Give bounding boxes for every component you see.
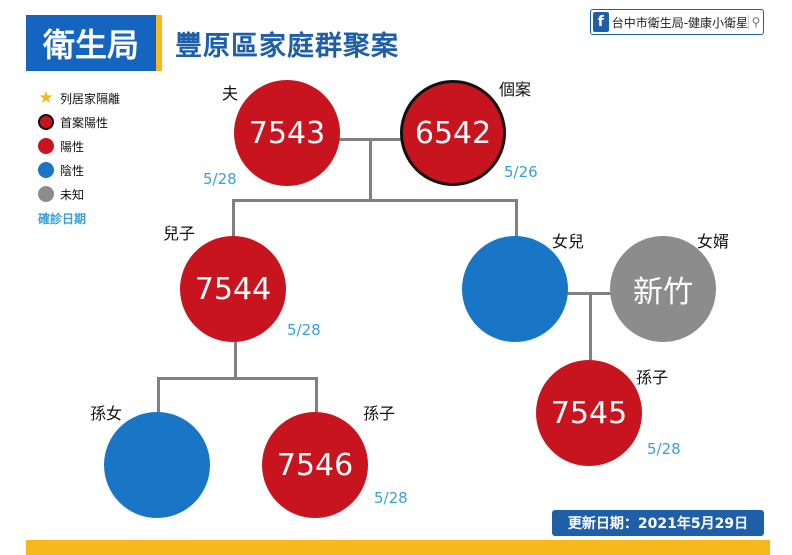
legend-item-unknown: 未知 <box>38 182 120 206</box>
update-date-badge: 更新日期：2021年5月29日 <box>552 510 764 536</box>
diagnosis-date-index: 5/26 <box>504 163 538 181</box>
diagnosis-date-grandson-b: 5/28 <box>647 440 681 458</box>
grandson-drop-line <box>589 294 592 360</box>
parent-drop-line <box>369 140 372 200</box>
legend-item-negative: 陰性 <box>38 158 120 182</box>
page-title: 豐原區家庭群聚案 <box>175 31 399 62</box>
grandson-a-drop-line <box>315 378 318 412</box>
relation-label-son: 兒子 <box>163 224 196 243</box>
case-node-son-in-law: 新竹 <box>610 236 716 342</box>
legend-diagnosis-date: 確診日期 <box>38 212 87 226</box>
diagnosis-date-grandson-a: 5/28 <box>374 489 408 507</box>
relation-label-granddaughter: 孫女 <box>90 404 123 423</box>
relation-label-grandson-a: 孫子 <box>363 404 396 423</box>
facebook-page-name: 台中市衛生局-健康小衛星 <box>611 15 749 30</box>
search-icon[interactable]: ⚲ <box>748 15 763 29</box>
daughter-couple-connector <box>567 292 611 295</box>
diagnosis-date-son: 5/28 <box>287 321 321 339</box>
legend-label: 首案陽性 <box>60 115 109 130</box>
legend-label: 未知 <box>60 187 85 202</box>
legend-item-index-positive: 首案陽性 <box>38 110 120 134</box>
children-bar <box>232 199 518 202</box>
unknown-dot-icon <box>38 186 54 202</box>
case-node-daughter <box>462 236 568 342</box>
son-children-drop-line <box>234 340 237 378</box>
legend-label: 陰性 <box>60 163 85 178</box>
case-node-grandson-b: 7545 <box>536 360 642 466</box>
legend-label: 列居家隔離 <box>60 91 121 106</box>
case-node-grandson-a: 7546 <box>262 412 368 518</box>
diagnosis-date-husband: 5/28 <box>203 170 237 188</box>
index-positive-dot-icon <box>38 114 54 130</box>
daughter-drop-line <box>515 200 518 238</box>
relation-label-husband: 夫 <box>222 84 239 103</box>
case-node-index: 6542 <box>400 80 506 186</box>
relation-label-index: 個案 <box>499 80 532 99</box>
legend: ★ 列居家隔離 首案陽性 陽性 陰性 未知 確診日期 <box>38 86 120 227</box>
negative-dot-icon <box>38 162 54 178</box>
legend-item-home-isolation: ★ 列居家隔離 <box>38 86 120 110</box>
couple-connector <box>338 138 402 141</box>
relation-label-son-in-law: 女婿 <box>697 232 730 251</box>
badge-accent-bar <box>156 15 162 71</box>
son-children-bar <box>157 377 318 380</box>
legend-label: 陽性 <box>60 139 85 154</box>
case-node-granddaughter <box>104 412 210 518</box>
star-icon: ★ <box>38 88 54 108</box>
granddaughter-drop-line <box>157 378 160 412</box>
son-drop-line <box>232 200 235 238</box>
case-node-son: 7544 <box>180 236 286 342</box>
department-badge: 衛生局 <box>26 15 156 71</box>
case-node-husband: 7543 <box>234 80 340 186</box>
legend-item-positive: 陽性 <box>38 134 120 158</box>
relation-label-grandson-b: 孫子 <box>636 368 669 387</box>
relation-label-daughter: 女兒 <box>552 232 585 251</box>
footer-accent-bar <box>26 540 770 555</box>
facebook-icon: f <box>593 12 609 32</box>
facebook-search-box[interactable]: f 台中市衛生局-健康小衛星 ⚲ <box>590 9 764 35</box>
positive-dot-icon <box>38 138 54 154</box>
